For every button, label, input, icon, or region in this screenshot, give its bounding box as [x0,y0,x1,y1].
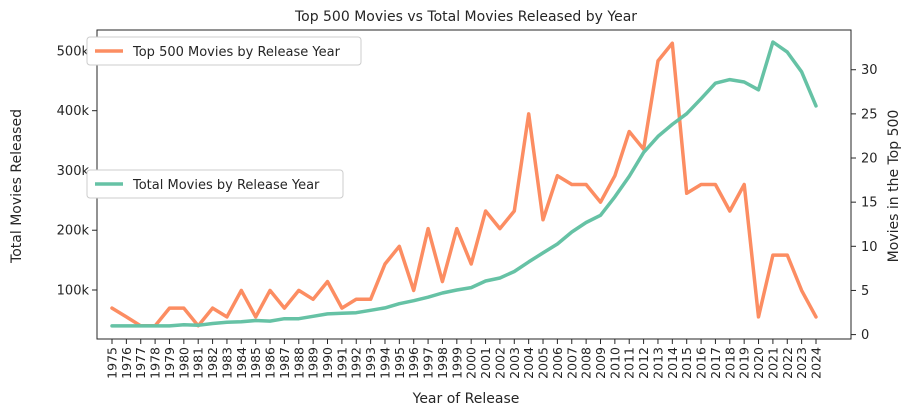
x-tick-label: 2006 [550,347,565,379]
x-tick-label: 2004 [521,347,536,379]
legend-label: Total Movies by Release Year [132,178,320,193]
left-tick-label: 300k [57,164,90,179]
x-tick-label: 1995 [392,347,407,379]
x-tick-label: 1975 [105,347,120,379]
legend-box [86,169,344,199]
x-tick-label: 2023 [794,347,809,379]
left-tick-label: 500k [57,44,90,59]
x-tick-label: 2008 [579,347,594,379]
chart-title: Top 500 Movies vs Total Movies Released … [294,9,637,25]
x-tick-label: 1990 [320,347,335,379]
x-tick-label: 1978 [148,347,163,379]
right-axis: 0 5 10 15 20 25 30 [851,63,878,343]
series-line-top500 [110,41,818,328]
legend-box [86,36,362,66]
x-tick-label: 1976 [119,347,134,379]
x-tick-label: 2002 [492,347,507,379]
x-tick-label: 2005 [536,347,551,379]
left-tick-label: 400k [57,104,90,119]
legend-top500: Top 500 Movies by Release Year [86,36,362,66]
right-tick-label: 5 [861,284,869,299]
x-tick-label: 1988 [291,347,306,379]
x-tick-label: 1991 [334,347,349,379]
x-tick-label: 2021 [765,347,780,379]
x-tick-label: 1987 [277,347,292,379]
right-tick-label: 10 [861,240,878,255]
right-tick-label: 25 [861,107,878,122]
x-tick-label: 1989 [306,347,321,379]
x-axis: 1975 1976 1977 1978 1979 1980 1981 1982 1983 1984… [105,339,824,379]
x-tick-label: 1993 [363,347,378,379]
x-tick-label: 1982 [205,347,220,379]
right-tick-label: 0 [861,328,869,343]
right-axis-label: Movies in the Top 500 [886,110,902,263]
x-tick-label: 1996 [406,347,421,379]
x-tick-label: 2020 [751,347,766,379]
x-tick-label: 2016 [694,347,709,379]
x-tick-label: 1981 [191,347,206,379]
legend-total: Total Movies by Release Year [86,169,344,199]
right-tick-label: 30 [861,63,878,78]
x-axis-label: Year of Release [412,391,520,407]
legend-label: Top 500 Movies by Release Year [132,45,341,60]
left-axis-label: Total Movies Released [9,109,25,264]
left-tick-label: 100k [57,283,90,298]
x-tick-label: 1997 [421,347,436,379]
x-tick-label: 1998 [435,347,450,379]
x-tick-label: 2000 [464,347,479,379]
x-tick-label: 2024 [809,347,824,379]
x-tick-label: 2007 [564,347,579,379]
x-tick-label: 1986 [263,347,278,379]
x-tick-label: 2010 [607,347,622,379]
x-tick-label: 2012 [636,347,651,379]
right-tick-label: 15 [861,196,878,211]
x-tick-label: 1977 [133,347,148,379]
x-tick-label: 2009 [593,347,608,379]
plot-lines [110,40,818,328]
x-tick-label: 2011 [622,347,637,379]
x-tick-label: 2017 [708,347,723,379]
x-tick-label: 1979 [162,347,177,379]
x-tick-label: 2001 [478,347,493,379]
x-tick-label: 1983 [219,347,234,379]
x-tick-label: 2019 [737,347,752,379]
left-axis: 100k 200k 300k 400k 500k [57,44,97,298]
x-tick-label: 1999 [449,347,464,379]
x-tick-label: 1994 [378,347,393,379]
x-tick-label: 1984 [234,347,249,379]
left-tick-label: 200k [57,224,90,239]
x-tick-label: 2013 [651,347,666,379]
x-tick-label: 1992 [349,347,364,379]
x-tick-label: 2018 [722,347,737,379]
x-tick-label: 2015 [679,347,694,379]
x-tick-label: 1985 [248,347,263,379]
x-tick-label: 2022 [780,347,795,379]
right-tick-label: 20 [861,152,878,167]
x-tick-label: 2003 [507,347,522,379]
series-line-total [110,40,818,328]
x-tick-label: 1980 [176,347,191,379]
x-tick-label: 2014 [665,347,680,379]
